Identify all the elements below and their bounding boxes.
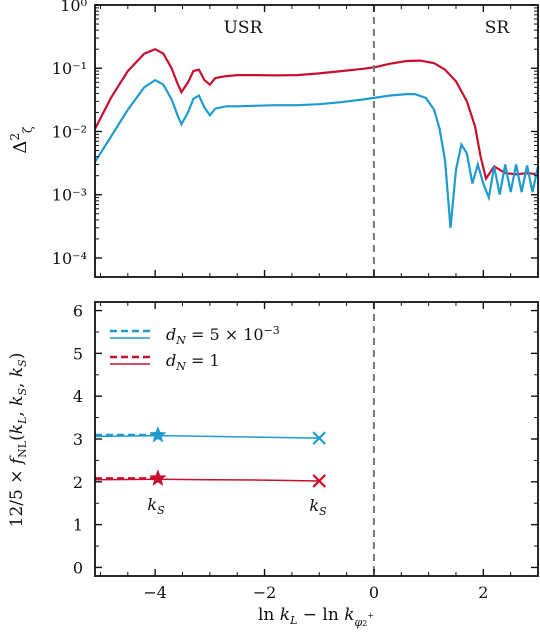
spectrum-y-tick-label: 10⁻¹ [52, 59, 87, 78]
spectrum-series-blue [94, 78, 540, 228]
region-label-usr: USR [224, 18, 264, 38]
annotation-ks-cross: kS [309, 496, 327, 518]
fnl-y-tick-label: 2 [73, 473, 83, 492]
fnl-y-tick-label: 6 [73, 302, 83, 321]
x-tick-label: −4 [143, 583, 167, 602]
x-tick-label: 0 [369, 583, 379, 602]
legend: dN = 5 × 10−3 dN = 1 [110, 324, 280, 373]
spectrum-y-axis-label: Δ2ζ [8, 126, 35, 154]
x-tick-label: 2 [478, 583, 488, 602]
fnl-cross-marker-red [312, 474, 327, 488]
spectrum-plot-frame [94, 4, 539, 278]
spectrum-y-tick-label: 10⁻⁴ [52, 249, 87, 268]
fnl-star-marker-blue [149, 425, 167, 443]
spectrum-panel: USR SR 10⁰ 10⁻¹ 10⁻² 10⁻³ 10⁻⁴ Δ2ζ [8, 0, 540, 278]
fnl-y-tick-label: 5 [73, 344, 83, 363]
fnl-y-tick-label: 0 [73, 558, 83, 577]
x-axis-label: ln kL − ln kφ2+ [258, 605, 374, 629]
spectrum-y-tick-label: 10⁰ [60, 0, 87, 15]
fnl-cross-marker-blue [312, 431, 327, 445]
spectrum-y-tick-label: 10⁻³ [52, 186, 87, 205]
fnl-panel: 0 1 2 3 4 5 6 −4 −2 0 2 dN = 5 × 10−3 dN = 1 kS kS… [7, 301, 539, 629]
fnl-star-marker-red [149, 469, 167, 486]
fnl-y-tick-label: 3 [73, 430, 83, 449]
fnl-y-axis-label: 12/5 × fNL(kL, kS, kS) [7, 353, 29, 528]
spectrum-y-tick-label: 10⁻² [52, 122, 87, 141]
fnl-solid-red [94, 478, 320, 482]
region-label-sr: SR [485, 18, 511, 38]
fnl-solid-blue [94, 434, 320, 439]
spectrum-series-red [94, 47, 539, 182]
fnl-y-tick-label: 4 [73, 387, 83, 406]
legend-label-red: dN = 1 [166, 351, 220, 373]
legend-label-blue: dN = 5 × 10−3 [166, 324, 280, 348]
fnl-y-tick-label: 1 [73, 516, 83, 535]
x-tick-label: −2 [253, 583, 277, 602]
annotation-ks-star: kS [147, 495, 165, 517]
